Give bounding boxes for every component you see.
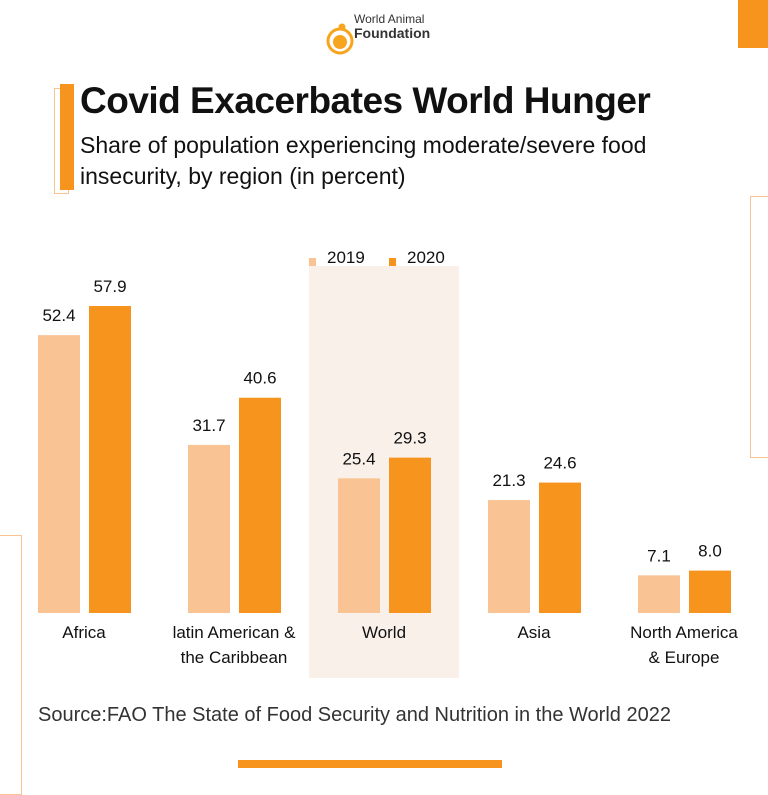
legend-swatch-2020 <box>389 258 396 266</box>
data-label: 7.1 <box>647 546 671 565</box>
logo: World Animal Foundation <box>354 12 430 41</box>
bar-2019 <box>638 575 680 613</box>
bar-2019 <box>38 335 80 613</box>
bar-2020 <box>389 457 431 613</box>
data-label: 24.6 <box>543 454 576 473</box>
source-note: Source:FAO The State of Food Security an… <box>38 704 671 726</box>
bar-2019 <box>488 500 530 613</box>
bottom-accent <box>238 760 502 768</box>
category-label: North America <box>630 623 738 642</box>
right-outline-decoration <box>750 196 768 458</box>
logo-icon <box>326 23 354 55</box>
category-label: Asia <box>517 623 551 642</box>
data-label: 31.7 <box>192 416 225 435</box>
data-label: 29.3 <box>393 429 426 448</box>
bar-2020 <box>539 482 581 613</box>
page-subtitle: Share of population experiencing moderat… <box>80 132 647 189</box>
title-accent-bar <box>60 84 74 190</box>
bar-2020 <box>239 397 281 613</box>
bar-2019 <box>338 478 380 613</box>
corner-accent <box>738 0 768 48</box>
data-label: 57.9 <box>93 277 126 296</box>
logo-line2: Foundation <box>354 25 431 41</box>
highlight-band <box>309 266 459 678</box>
legend-label-2019: 2019 <box>327 248 365 267</box>
data-label: 25.4 <box>342 449 375 468</box>
data-label: 8.0 <box>698 542 722 561</box>
logo-line1: World Animal <box>354 12 425 26</box>
page-title: Covid Exacerbates World Hunger <box>80 80 651 121</box>
bar-chart: 2019 2020 52.4 57.9 Africa 31.7 40.6 latin Amer… <box>38 248 738 678</box>
data-label: 21.3 <box>492 471 525 490</box>
bar-2019 <box>188 444 230 613</box>
category-label: & Europe <box>649 648 720 667</box>
category-label: the Caribbean <box>181 648 288 667</box>
data-label: 40.6 <box>243 369 276 388</box>
legend-label-2020: 2020 <box>407 248 445 267</box>
bar-2020 <box>689 570 731 613</box>
bar-2020 <box>89 306 131 613</box>
data-label: 52.4 <box>42 306 75 325</box>
legend-swatch-2019 <box>309 258 316 266</box>
category-label: latin American & <box>173 623 296 642</box>
category-label: World <box>362 623 406 642</box>
category-label: Africa <box>62 623 106 642</box>
